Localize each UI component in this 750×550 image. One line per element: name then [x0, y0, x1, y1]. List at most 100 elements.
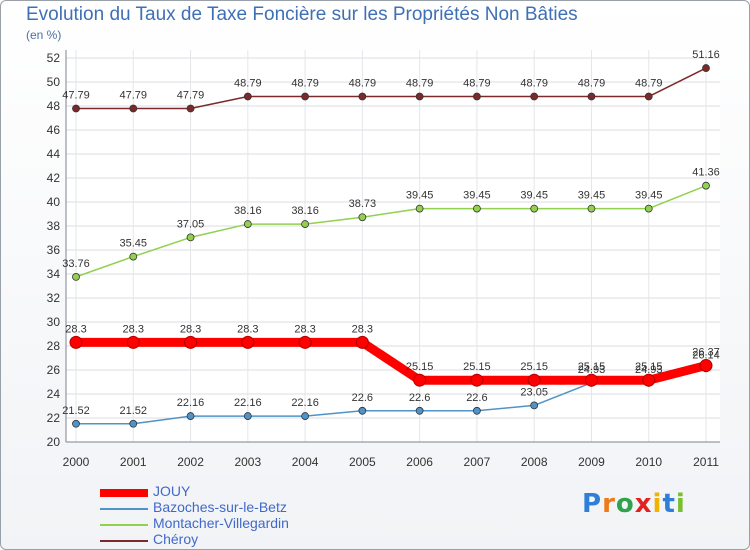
- x-tick-label: 2002: [177, 455, 204, 469]
- data-point-montacher-villegardin: [587, 204, 596, 213]
- data-point-jouy: [355, 335, 369, 349]
- data-label-jouy: 25.15: [406, 361, 434, 373]
- data-label-ch-roy: 48.79: [406, 78, 434, 90]
- data-label-jouy: 26.37: [692, 347, 720, 359]
- x-tick-label: 2005: [349, 455, 376, 469]
- data-point-bazoches-sur-le-betz: [186, 412, 195, 420]
- data-point-montacher-villegardin: [129, 252, 138, 261]
- data-label-ch-roy: 51.16: [692, 49, 720, 61]
- data-label-ch-roy: 47.79: [177, 90, 205, 102]
- y-tick-label: 42: [47, 171, 61, 185]
- data-label-bazoches-sur-le-betz: 22.6: [352, 392, 373, 404]
- data-label-bazoches-sur-le-betz: 22.6: [409, 392, 430, 404]
- data-label-ch-roy: 48.79: [520, 78, 548, 90]
- x-tick-label: 2009: [578, 455, 605, 469]
- data-point-jouy: [642, 373, 656, 387]
- data-label-ch-roy: 48.79: [291, 78, 319, 90]
- data-point-bazoches-sur-le-betz: [243, 412, 252, 420]
- x-tick-label: 2008: [521, 455, 548, 469]
- data-point-ch-roy: [301, 92, 309, 101]
- data-label-bazoches-sur-le-betz: 24.93: [578, 364, 606, 376]
- y-tick-label: 20: [47, 435, 61, 449]
- data-label-bazoches-sur-le-betz: 22.16: [177, 397, 205, 409]
- series-line-montacher-villegardin: [75, 184, 707, 278]
- data-point-ch-roy: [129, 104, 138, 113]
- legend-label-jouy: JOUY: [153, 483, 191, 499]
- y-tick-label: 48: [47, 99, 61, 113]
- data-point-jouy: [470, 373, 484, 387]
- data-point-montacher-villegardin: [72, 272, 80, 281]
- data-point-jouy: [584, 373, 598, 387]
- data-label-ch-roy: 48.79: [234, 78, 262, 90]
- x-tick-label: 2003: [234, 455, 261, 469]
- logo-letter: o: [615, 489, 635, 519]
- x-tick-label: 2006: [406, 455, 433, 469]
- proxiti-logo: Proxiti: [582, 489, 686, 519]
- x-tick-label: 2010: [635, 455, 662, 469]
- x-tick-label: 2011: [693, 455, 719, 469]
- data-label-jouy: 28.3: [294, 323, 315, 335]
- data-point-ch-roy: [530, 92, 539, 101]
- logo-letter: x: [634, 489, 653, 519]
- data-label-jouy: 28.3: [352, 323, 373, 335]
- y-tick-label: 50: [47, 75, 61, 89]
- data-point-montacher-villegardin: [358, 213, 367, 222]
- data-label-montacher-villegardin: 39.45: [578, 190, 606, 202]
- data-point-bazoches-sur-le-betz: [415, 406, 424, 415]
- data-point-jouy: [241, 335, 255, 349]
- logo-letter: P: [582, 489, 603, 519]
- y-tick-label: 40: [47, 195, 61, 209]
- x-tick-label: 2000: [63, 455, 90, 469]
- data-point-montacher-villegardin: [530, 204, 539, 213]
- data-point-jouy: [298, 335, 312, 349]
- logo-letter: i: [675, 489, 686, 519]
- data-point-montacher-villegardin: [301, 220, 309, 228]
- data-label-jouy: 28.3: [65, 323, 86, 335]
- data-point-jouy: [184, 335, 198, 349]
- data-label-montacher-villegardin: 41.36: [692, 167, 720, 179]
- data-label-montacher-villegardin: 35.45: [120, 238, 148, 250]
- data-point-bazoches-sur-le-betz: [301, 412, 309, 420]
- data-label-ch-roy: 47.79: [120, 90, 148, 102]
- data-label-montacher-villegardin: 33.76: [62, 258, 90, 270]
- data-point-bazoches-sur-le-betz: [129, 419, 138, 428]
- data-label-ch-roy: 48.79: [635, 78, 663, 90]
- y-tick-label: 30: [47, 315, 61, 329]
- data-point-bazoches-sur-le-betz: [358, 406, 367, 415]
- legend-label-montacher: Montacher-Villegardin: [153, 515, 289, 531]
- data-point-jouy: [699, 359, 713, 373]
- data-label-bazoches-sur-le-betz: 24.93: [635, 364, 663, 376]
- y-tick-label: 24: [47, 387, 61, 401]
- data-point-montacher-villegardin: [186, 233, 195, 242]
- legend-swatch-jouy: [100, 489, 148, 497]
- data-point-ch-roy: [243, 92, 252, 101]
- data-point-ch-roy: [186, 104, 195, 113]
- legend-swatch-bazoches: [100, 508, 148, 510]
- data-label-montacher-villegardin: 38.16: [291, 205, 319, 217]
- y-tick-label: 36: [47, 243, 61, 257]
- y-tick-label: 26: [47, 363, 61, 377]
- y-tick-label: 34: [47, 267, 61, 281]
- data-label-ch-roy: 48.79: [578, 78, 606, 90]
- y-tick-label: 38: [47, 219, 61, 233]
- legend-swatch-montacher: [100, 524, 148, 526]
- y-tick-label: 46: [47, 123, 61, 137]
- y-tick-label: 32: [47, 291, 61, 305]
- data-point-bazoches-sur-le-betz: [72, 419, 80, 428]
- data-point-jouy: [126, 335, 140, 349]
- data-point-bazoches-sur-le-betz: [473, 406, 481, 415]
- data-label-bazoches-sur-le-betz: 22.6: [466, 392, 487, 404]
- series-line-jouy: [71, 337, 711, 385]
- x-tick-label: 2001: [120, 455, 147, 469]
- data-point-ch-roy: [72, 104, 80, 113]
- y-tick-label: 22: [47, 411, 61, 425]
- data-label-ch-roy: 48.79: [463, 78, 491, 90]
- data-label-bazoches-sur-le-betz: 22.16: [234, 397, 262, 409]
- x-tick-label: 2007: [464, 455, 491, 469]
- data-label-ch-roy: 47.79: [62, 90, 90, 102]
- legend-label-cheroy: Chéroy: [153, 531, 199, 547]
- data-point-montacher-villegardin: [473, 204, 481, 213]
- data-label-bazoches-sur-le-betz: 22.16: [291, 397, 319, 409]
- legend-label-bazoches: Bazoches-sur-le-Betz: [153, 499, 287, 515]
